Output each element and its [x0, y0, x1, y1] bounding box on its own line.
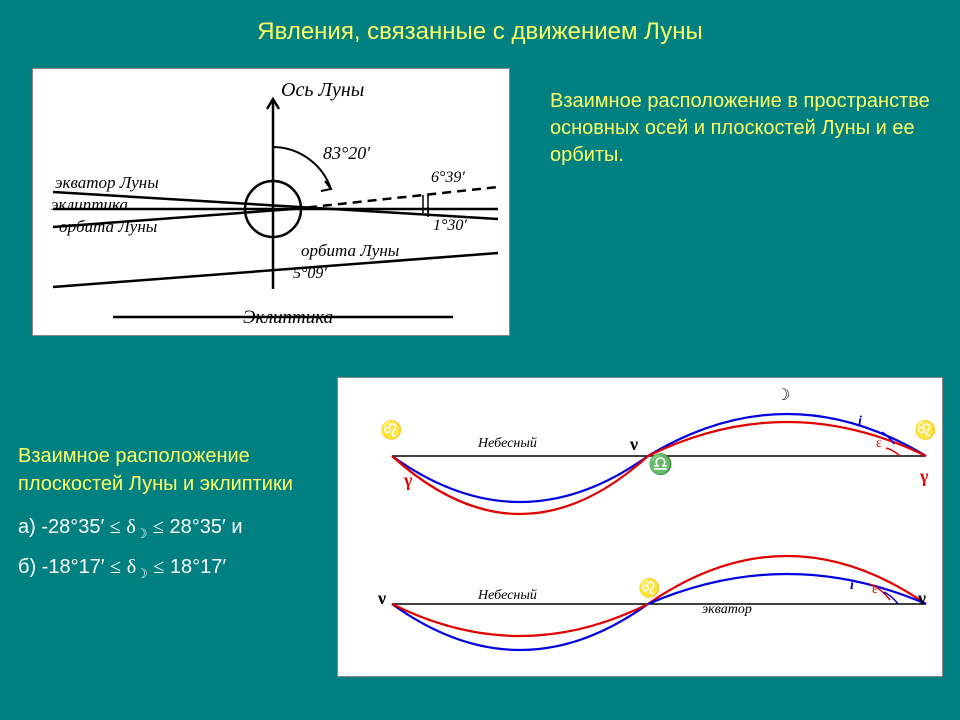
- fig1-axis-label: Ось Луны: [281, 79, 364, 102]
- leo-icon: ♌: [638, 578, 660, 599]
- moon-sub-icon: ☽: [136, 526, 148, 541]
- i-label: i: [850, 578, 854, 594]
- fig1-equator-label: экватор Луны: [55, 173, 159, 193]
- leo-icon: ♌: [914, 420, 936, 441]
- range-a-mid: 28°35′ и: [164, 516, 243, 538]
- fig1-ecliptic2: Эклиптика: [243, 307, 333, 329]
- description-1: Взаимное расположение в пространстве осн…: [550, 88, 930, 169]
- range-b-prefix: б) -18°17′: [18, 556, 110, 578]
- fig1-orbit-label: орбита Луны: [59, 217, 157, 237]
- libra-icon: ♎: [648, 452, 673, 477]
- epsilon-icon: ε: [876, 436, 882, 452]
- figure-ecliptic-planes: ☽ ♌ γ Небесный ν ♎ ♌ γ i ε ν Небесный ♌ …: [337, 377, 943, 677]
- gamma-icon: γ: [920, 466, 928, 487]
- leq-icon: ≤: [153, 516, 164, 538]
- celestial-label-top: Небесный: [478, 436, 537, 452]
- fig1-orbit-label2: орбита Луны: [301, 241, 399, 261]
- range-a-prefix: а) -28°35′: [18, 516, 110, 538]
- range-a: а) -28°35′ ≤ δ☽ ≤ 28°35′ и: [18, 516, 243, 542]
- fig1-angle-main: 83°20′: [323, 143, 370, 164]
- nu-icon: ν: [918, 588, 926, 609]
- description-2: Взаимное расположение плоскостей Луны и …: [18, 442, 328, 498]
- epsilon-icon: ε: [872, 582, 878, 598]
- leo-icon: ♌: [380, 420, 402, 441]
- fig1-ecliptic-label: эклиптика: [51, 195, 128, 215]
- leq-icon: ≤: [110, 516, 121, 538]
- range-b: б) -18°17′ ≤ δ☽ ≤ 18°17′: [18, 556, 226, 582]
- equator-label: экватор: [702, 602, 752, 618]
- gamma-icon: γ: [404, 470, 412, 491]
- figure-axes-planes: Ось Луны 83°20′ 6°39′ 1°30′ экватор Луны…: [32, 68, 510, 336]
- page-title: Явления, связанные с движением Луны: [0, 18, 960, 46]
- nu-icon: ν: [378, 588, 386, 609]
- celestial-label-bot: Небесный: [478, 588, 537, 604]
- range-b-mid: 18°17′: [164, 556, 226, 578]
- svg-text:☽: ☽: [776, 387, 790, 404]
- leq-icon: ≤: [153, 556, 164, 578]
- fig2-svg: ☽: [338, 378, 944, 678]
- fig1-angle-r1: 6°39′: [431, 169, 465, 187]
- fig1-angle-r2: 1°30′: [433, 217, 467, 235]
- delta-icon: δ: [126, 516, 135, 538]
- leq-icon: ≤: [110, 556, 121, 578]
- fig1-angle-bot: 5°09′: [293, 265, 327, 283]
- nu-icon: ν: [630, 434, 638, 455]
- i-label: i: [858, 414, 862, 430]
- moon-sub-icon: ☽: [136, 566, 148, 581]
- delta-icon: δ: [127, 556, 136, 578]
